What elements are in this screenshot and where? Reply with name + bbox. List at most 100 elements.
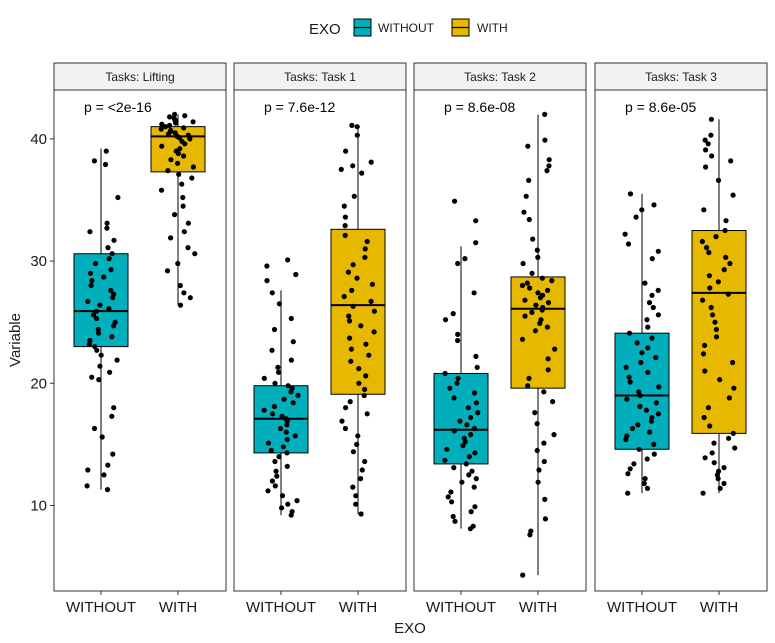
data-point <box>271 326 278 333</box>
data-point <box>338 166 344 172</box>
data-point <box>364 411 370 417</box>
data-point <box>650 304 656 311</box>
data-point <box>700 490 706 496</box>
data-point <box>181 125 187 131</box>
data-point <box>546 163 552 169</box>
data-point <box>189 175 195 181</box>
data-point <box>533 302 539 308</box>
data-point <box>265 440 271 446</box>
data-point <box>452 198 458 204</box>
x-axis-title: EXO <box>394 620 426 637</box>
data-point <box>190 119 196 125</box>
data-point <box>353 501 359 507</box>
data-point <box>168 235 174 241</box>
data-point <box>703 164 709 170</box>
data-point <box>84 483 90 489</box>
data-point <box>91 425 98 432</box>
box-with-3 <box>510 111 566 578</box>
data-point <box>89 278 95 284</box>
data-point <box>703 147 709 153</box>
data-point <box>187 136 193 142</box>
data-point <box>342 214 348 220</box>
data-point <box>637 392 643 399</box>
data-point <box>649 335 655 341</box>
data-point <box>641 480 647 487</box>
data-point <box>727 260 733 267</box>
y-axis-title: Variable <box>7 313 24 367</box>
data-point <box>541 389 547 395</box>
data-point <box>158 187 165 193</box>
data-point <box>355 433 361 439</box>
data-point <box>159 143 165 149</box>
data-point <box>354 132 360 138</box>
data-point <box>450 513 456 520</box>
data-point <box>192 251 198 257</box>
data-point <box>351 193 357 199</box>
data-point <box>655 411 662 417</box>
data-point <box>341 203 347 209</box>
data-point <box>732 445 738 451</box>
data-point <box>343 405 349 411</box>
data-point <box>717 377 723 383</box>
strip-bg-4 <box>594 62 768 91</box>
data-point <box>270 411 276 417</box>
points-with-3 <box>519 111 558 578</box>
data-point <box>106 306 112 312</box>
data-point <box>341 293 347 300</box>
data-point <box>274 473 280 479</box>
data-point <box>709 153 715 159</box>
data-point <box>541 440 547 446</box>
data-point <box>173 120 179 126</box>
data-point <box>545 356 551 362</box>
data-point <box>175 150 181 157</box>
data-point <box>730 430 736 436</box>
data-point <box>181 290 187 296</box>
data-point <box>165 131 171 137</box>
data-point <box>91 158 97 164</box>
data-point <box>701 207 707 213</box>
data-point <box>455 260 461 267</box>
data-point <box>175 160 181 166</box>
data-point <box>722 227 728 234</box>
data-point <box>95 326 101 333</box>
data-point <box>715 279 722 285</box>
data-point <box>711 460 717 466</box>
data-point <box>651 202 657 208</box>
data-point <box>442 370 448 377</box>
box-without-1 <box>73 148 129 493</box>
data-point <box>542 137 548 143</box>
data-point <box>342 425 348 432</box>
points-without-1 <box>84 148 121 493</box>
data-point <box>347 335 353 341</box>
data-point <box>354 124 360 130</box>
data-point <box>283 429 289 435</box>
data-point <box>452 518 458 524</box>
data-point <box>451 428 457 434</box>
data-point <box>474 364 480 370</box>
data-point <box>288 389 294 395</box>
data-point <box>92 260 99 267</box>
data-point <box>535 290 541 296</box>
data-point <box>356 380 362 386</box>
data-point <box>523 193 529 199</box>
points-without-2 <box>261 257 301 518</box>
data-point <box>471 290 477 296</box>
p-value-3: p = 8.6e-08 <box>444 99 515 115</box>
data-point <box>87 229 93 235</box>
data-point <box>462 256 468 262</box>
data-point <box>636 446 642 452</box>
data-point <box>363 341 369 347</box>
box-without-4 <box>614 191 670 496</box>
data-point <box>350 484 356 490</box>
data-point <box>647 429 653 435</box>
data-point <box>285 501 291 507</box>
data-point <box>468 414 474 421</box>
data-point <box>280 444 286 450</box>
x-tick-label-with: WITH <box>159 599 197 616</box>
data-point <box>704 245 710 251</box>
data-point <box>159 121 165 127</box>
box-iqr <box>691 230 747 434</box>
data-point <box>359 467 365 473</box>
data-point <box>473 218 479 224</box>
